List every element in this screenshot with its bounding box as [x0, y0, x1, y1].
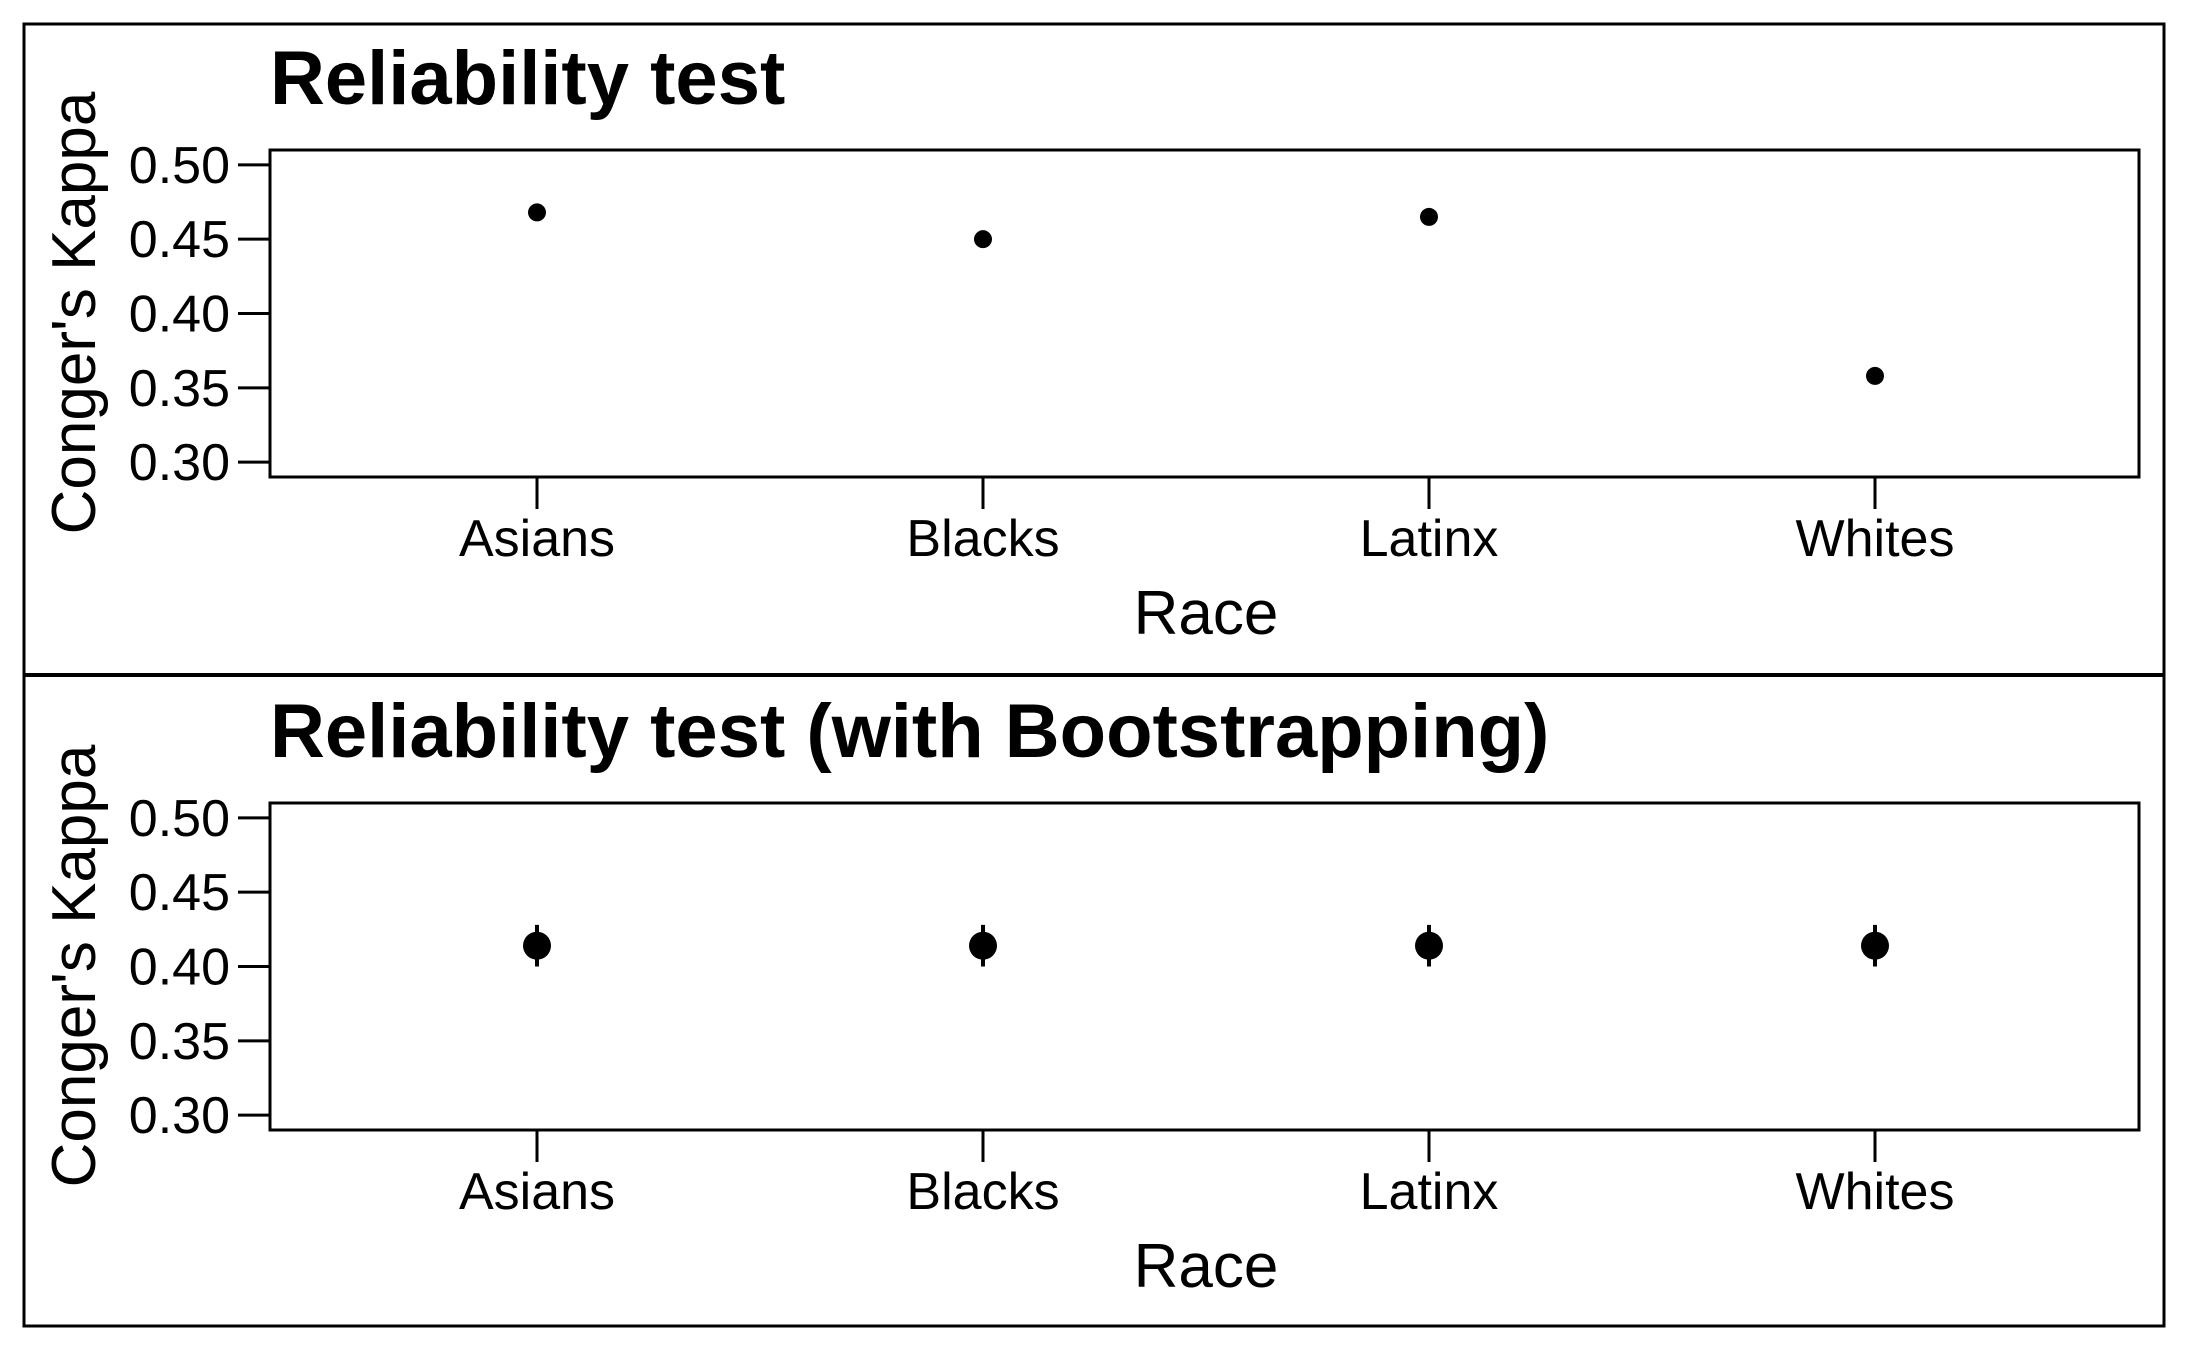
panel-1: Reliability test Conger's Kappa Race 0.3…	[40, 36, 2141, 648]
panel-1-x-axis-label: Race	[1134, 579, 1279, 648]
y-tick-label: 0.50	[129, 790, 230, 848]
y-tick-label: 0.30	[129, 434, 230, 492]
x-tick-label: Latinx	[1360, 1163, 1499, 1221]
x-tick-label: Whites	[1796, 1163, 1955, 1221]
y-tick-label: 0.30	[129, 1087, 230, 1145]
data-point	[528, 203, 546, 222]
panel-2-points	[523, 924, 1889, 967]
x-tick-label: Latinx	[1360, 510, 1499, 568]
x-tick-label: Blacks	[906, 510, 1059, 568]
data-point	[1415, 931, 1443, 960]
x-tick-label: Blacks	[906, 1163, 1059, 1221]
panel-2-x-ticks: Asians Blacks Latinx Whites	[459, 1130, 1955, 1221]
x-tick-label: Asians	[459, 510, 615, 568]
data-point	[1420, 207, 1438, 226]
panel-2-title: Reliability test (with Bootstrapping)	[270, 689, 1549, 774]
y-tick-label: 0.40	[129, 939, 230, 997]
panel-1-plot-frame	[268, 148, 2141, 479]
data-point	[1866, 366, 1884, 385]
panel-1-title: Reliability test	[270, 36, 785, 121]
data-point	[523, 931, 551, 960]
y-tick-label: 0.45	[129, 211, 230, 269]
y-tick-label: 0.45	[129, 864, 230, 922]
panel-2-y-axis-label: Conger's Kappa	[40, 744, 109, 1187]
x-tick-label: Asians	[459, 1163, 615, 1221]
y-tick-label: 0.40	[129, 286, 230, 344]
data-point	[1861, 931, 1889, 960]
panel-2: Reliability test (with Bootstrapping) Co…	[40, 689, 2141, 1301]
panel-2-plot-frame	[268, 801, 2141, 1132]
data-point	[969, 931, 997, 960]
panel-2-x-axis-label: Race	[1134, 1232, 1279, 1301]
panel-1-y-ticks: 0.30 0.35 0.40 0.45 0.50	[129, 137, 270, 492]
y-tick-label: 0.50	[129, 137, 230, 195]
data-point	[974, 230, 992, 249]
panel-2-y-ticks: 0.30 0.35 0.40 0.45 0.50	[129, 790, 270, 1145]
panel-1-y-axis-label: Conger's Kappa	[40, 91, 109, 534]
panel-1-x-ticks: Asians Blacks Latinx Whites	[459, 477, 1955, 568]
x-tick-label: Whites	[1796, 510, 1955, 568]
y-tick-label: 0.35	[129, 360, 230, 418]
y-tick-label: 0.35	[129, 1013, 230, 1071]
panel-1-points	[528, 203, 1884, 385]
